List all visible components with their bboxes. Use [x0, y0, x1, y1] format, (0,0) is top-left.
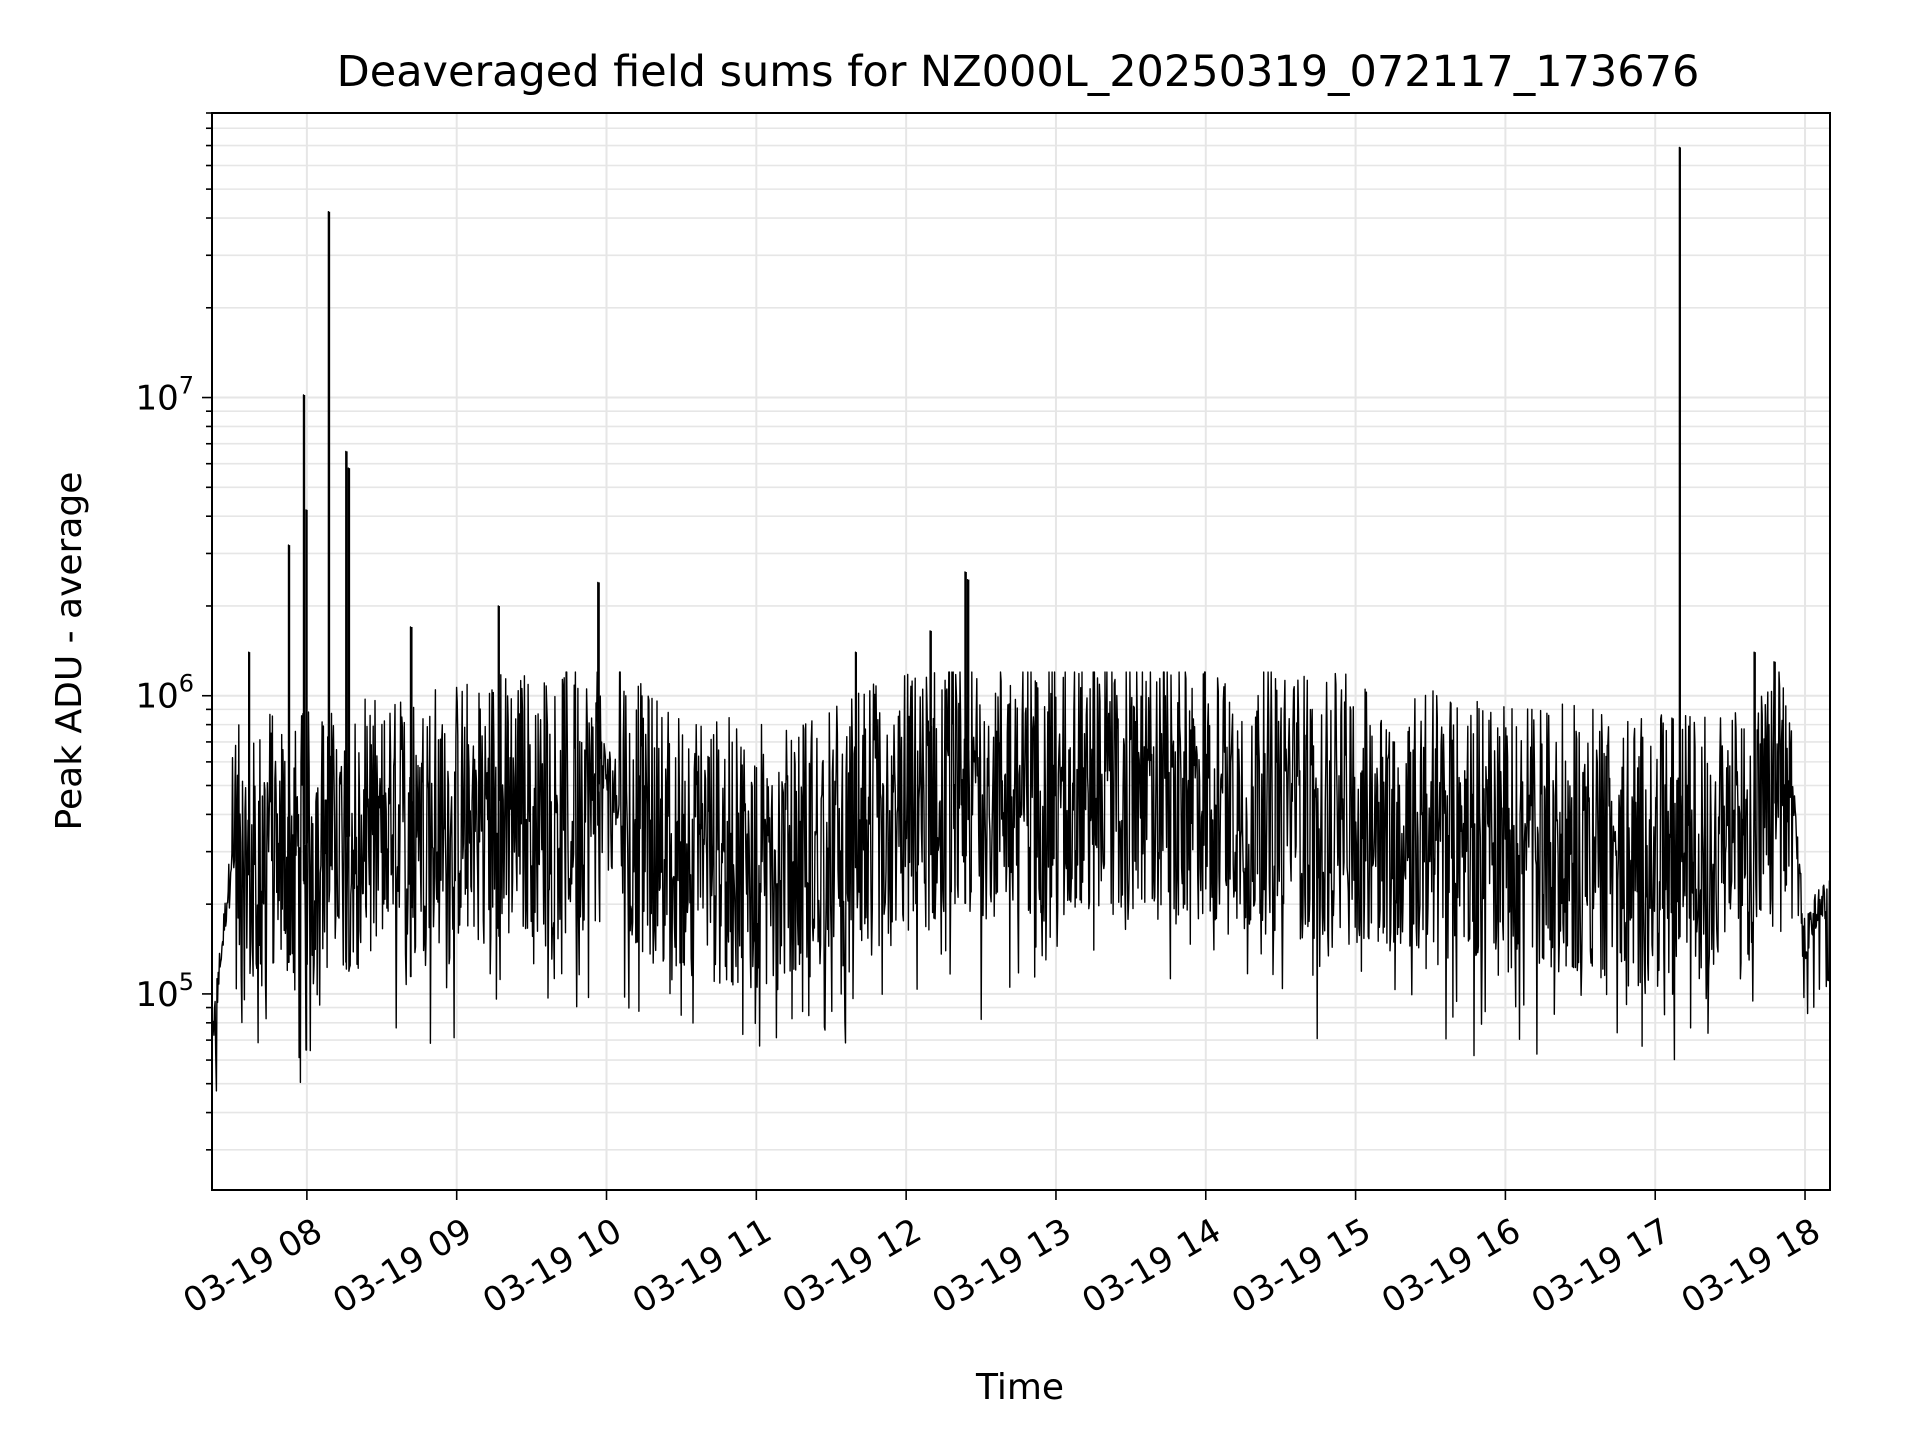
y-tick-label-exponent: 5 [179, 968, 194, 996]
y-tick-label: 107 [135, 372, 194, 419]
y-tick-label-base: 10 [135, 379, 178, 419]
y-axis-label: Peak ADU - average [49, 472, 90, 831]
y-tick-label-exponent: 6 [179, 670, 194, 698]
x-axis-label: Time [975, 1367, 1064, 1408]
y-tick-label: 106 [135, 670, 194, 717]
y-tick-label-base: 10 [135, 677, 178, 717]
chart-title: Deaveraged field sums for NZ000L_2025031… [337, 47, 1700, 97]
series-line [211, 146, 1831, 1092]
plot-frame [211, 112, 1831, 1191]
plot-area [211, 146, 1831, 1092]
y-tick-label: 105 [135, 968, 194, 1015]
y-tick-label-exponent: 7 [179, 372, 194, 400]
y-tick-label-base: 10 [135, 975, 178, 1015]
